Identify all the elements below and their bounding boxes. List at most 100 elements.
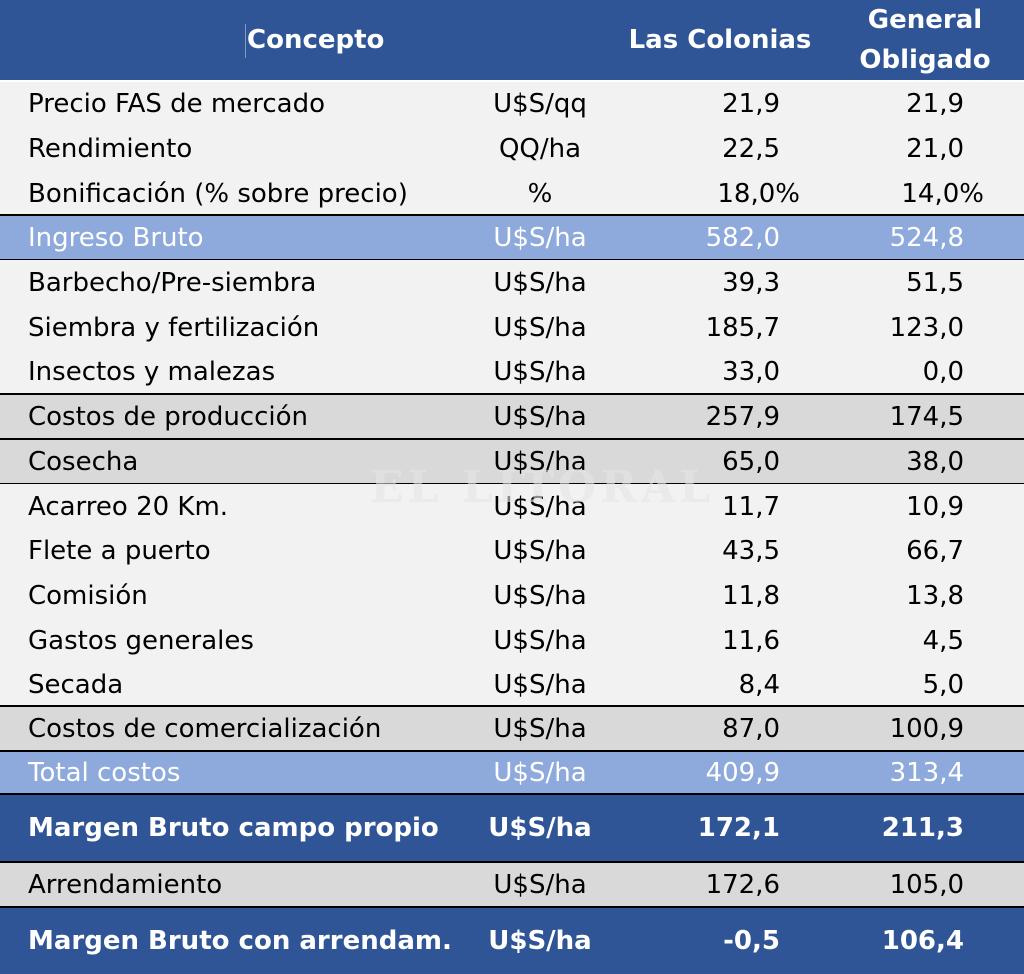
table-row: Margen Bruto con arrendam. U$S/ha -0,5 106,… (0, 906, 1024, 974)
row-unidad: QQ/ha (498, 133, 582, 164)
row-concepto: Siembra y fertilización (28, 312, 320, 343)
table-row: Cosecha U$S/ha 65,0 38,0 (0, 438, 1024, 484)
row-concepto: Flete a puerto (28, 536, 211, 566)
row-concepto: Cosecha (28, 446, 139, 477)
row-concepto: Total costos (28, 758, 181, 788)
row-concepto: Costos de comercialización (28, 713, 382, 744)
row-general-obligado: 524,8 (889, 222, 964, 253)
table-row: Precio FAS de mercado U$S/qq 21,9 21,9 (0, 82, 1024, 126)
row-concepto: Secada (28, 669, 124, 700)
header-general-obligado: General Obligado (859, 5, 991, 75)
table-row: Gastos generales U$S/ha 11,6 4,5 (0, 618, 1024, 663)
table-row: Bonificación (% sobre precio)% 18,0% 14,0% (0, 171, 1024, 216)
row-general-obligado: 0,0 (922, 357, 964, 387)
row-concepto: Barbecho/Pre-siembra (28, 267, 317, 298)
row-concepto: Gastos generales (28, 625, 254, 656)
table-row: Siembra y fertilización U$S/ha 185,7 123,0 (0, 305, 1024, 350)
row-unidad: U$S/ha (493, 222, 587, 253)
row-unidad: U$S/ha (493, 536, 587, 566)
header-las-colonias: Las Colonias (628, 25, 812, 55)
text-cursor (245, 24, 246, 58)
row-concepto: Ingreso Bruto (28, 222, 204, 253)
row-general-obligado: 21,9 (906, 89, 964, 119)
row-general-obligado: 100,9 (889, 713, 964, 744)
table-row: Comisión U$S/ha 11,8 13,8 (0, 573, 1024, 618)
row-las-colonias: 409,9 (705, 758, 780, 788)
table-row: Total costos U$S/ha 409,9 313,4 (0, 750, 1024, 795)
row-las-colonias: 65,0 (722, 446, 780, 477)
row-unidad: U$S/ha (493, 401, 587, 432)
table-row: Flete a puerto U$S/ha 43,5 66,7 (0, 529, 1024, 573)
row-general-obligado: 123,0 (889, 312, 964, 343)
row-concepto: Margen Bruto con arrendam. (28, 926, 452, 956)
row-general-obligado: 313,4 (889, 758, 964, 788)
row-las-colonias: 18,0% (717, 178, 800, 209)
row-las-colonias: -0,5 (723, 926, 780, 956)
row-las-colonias: 11,6 (722, 625, 780, 656)
table-row: Barbecho/Pre-siembra U$S/ha 39,3 51,5 (0, 260, 1024, 305)
row-unidad: U$S/ha (493, 625, 587, 656)
row-las-colonias: 43,5 (722, 536, 780, 566)
table-row: Margen Bruto campo propio U$S/ha 172,1 211,… (0, 793, 1024, 861)
row-las-colonias: 11,8 (722, 580, 780, 611)
row-unidad: U$S/ha (493, 357, 587, 387)
row-general-obligado: 106,4 (881, 926, 964, 956)
watermark: EL LITORAL (370, 462, 715, 513)
table-row: Rendimiento QQ/ha 22,5 21,0 (0, 126, 1024, 171)
table-row: Insectos y malezas U$S/ha 33,0 0,0 (0, 350, 1024, 394)
row-general-obligado: 105,0 (889, 870, 964, 900)
row-general-obligado: 21,0 (906, 133, 964, 164)
row-unidad: U$S/ha (493, 870, 587, 900)
row-general-obligado: 14,0% (901, 178, 984, 209)
table-row: Ingreso Bruto U$S/ha 582,0 524,8 (0, 214, 1024, 260)
row-unidad: U$S/ha (493, 669, 587, 700)
row-general-obligado: 211,3 (881, 813, 964, 843)
row-las-colonias: 21,9 (722, 89, 780, 119)
row-las-colonias: 39,3 (722, 267, 780, 298)
row-concepto: Bonificación (% sobre precio) (28, 178, 408, 209)
row-las-colonias: 11,7 (722, 491, 780, 522)
table-row: Arrendamiento U$S/ha 172,6 105,0 (0, 861, 1024, 908)
row-unidad: U$S/qq (493, 89, 587, 119)
table-header: Concepto Las Colonias General Obligado (0, 0, 1024, 80)
row-concepto: Costos de producción (28, 401, 308, 432)
row-unidad: U$S/ha (488, 926, 592, 956)
table-row: Costos de comercialización U$S/ha 87,0 100,… (0, 705, 1024, 751)
row-general-obligado: 51,5 (906, 267, 964, 298)
row-las-colonias: 582,0 (705, 222, 780, 253)
row-unidad: U$S/ha (493, 580, 587, 611)
row-unidad: U$S/ha (493, 446, 587, 477)
row-concepto: Acarreo 20 Km. (28, 491, 229, 522)
row-las-colonias: 172,1 (697, 813, 780, 843)
row-general-obligado: 13,8 (906, 580, 964, 611)
row-las-colonias: 8,4 (738, 669, 780, 700)
row-unidad: U$S/ha (488, 813, 592, 843)
table-row: Secada U$S/ha 8,4 5,0 (0, 663, 1024, 706)
row-unidad: U$S/ha (493, 267, 587, 298)
row-unidad: U$S/ha (493, 491, 587, 522)
row-concepto: Arrendamiento (28, 870, 223, 900)
header-concepto: Concepto (247, 25, 385, 55)
row-general-obligado: 10,9 (906, 491, 964, 522)
row-general-obligado: 66,7 (906, 536, 964, 566)
row-concepto: Margen Bruto campo propio (28, 813, 439, 843)
row-las-colonias: 257,9 (705, 401, 780, 432)
row-concepto: Precio FAS de mercado (28, 89, 325, 119)
row-concepto: Rendimiento (28, 133, 193, 164)
row-concepto: Comisión (28, 580, 148, 611)
row-las-colonias: 22,5 (722, 133, 780, 164)
row-concepto: Insectos y malezas (28, 357, 276, 387)
row-general-obligado: 38,0 (906, 446, 964, 477)
row-general-obligado: 4,5 (922, 625, 964, 656)
row-unidad: % (527, 178, 553, 209)
row-las-colonias: 185,7 (705, 312, 780, 343)
row-unidad: U$S/ha (493, 312, 587, 343)
table-row: Costos de producción U$S/ha 257,9 174,5 (0, 393, 1024, 439)
row-unidad: U$S/ha (493, 713, 587, 744)
row-general-obligado: 5,0 (922, 669, 964, 700)
row-las-colonias: 33,0 (722, 357, 780, 387)
row-las-colonias: 87,0 (722, 713, 780, 744)
table-row: Acarreo 20 Km. U$S/ha 11,7 10,9 (0, 484, 1024, 529)
row-las-colonias: 172,6 (705, 870, 780, 900)
